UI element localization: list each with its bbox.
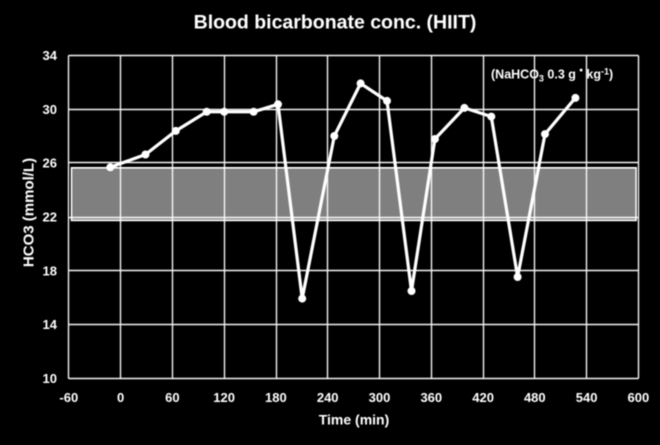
svg-text:180: 180 — [265, 390, 287, 405]
svg-text:14: 14 — [43, 317, 58, 332]
svg-text:(NaHCO3 0.3 g • kg-1): (NaHCO3 0.3 g • kg-1) — [491, 66, 613, 84]
svg-text:480: 480 — [524, 390, 546, 405]
svg-text:Time (min): Time (min) — [319, 412, 390, 428]
svg-text:420: 420 — [472, 390, 494, 405]
svg-text:22: 22 — [43, 210, 57, 225]
svg-text:10: 10 — [43, 371, 57, 386]
svg-text:360: 360 — [420, 390, 442, 405]
svg-text:HCO3 (mmol/L): HCO3 (mmol/L) — [21, 158, 38, 267]
svg-text:540: 540 — [576, 390, 598, 405]
svg-text:Blood bicarbonate conc. (HIIT): Blood bicarbonate conc. (HIIT) — [194, 12, 477, 34]
svg-text:-60: -60 — [59, 390, 78, 405]
svg-text:30: 30 — [43, 102, 57, 117]
svg-text:34: 34 — [43, 48, 58, 63]
svg-text:0: 0 — [117, 390, 124, 405]
svg-text:240: 240 — [317, 390, 339, 405]
svg-text:120: 120 — [213, 390, 235, 405]
svg-text:18: 18 — [43, 263, 57, 278]
svg-text:300: 300 — [369, 390, 391, 405]
svg-text:600: 600 — [628, 390, 650, 405]
svg-text:60: 60 — [165, 390, 179, 405]
svg-text:26: 26 — [43, 156, 57, 171]
